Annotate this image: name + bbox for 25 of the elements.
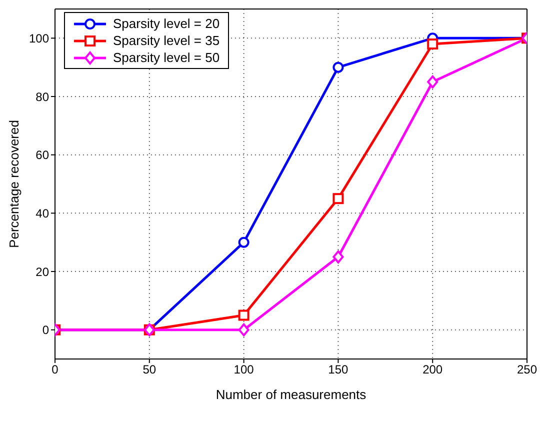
legend-label: Sparsity level = 50 — [113, 50, 220, 65]
x-tick-label: 200 — [422, 362, 443, 377]
point — [238, 236, 250, 248]
y-tick-label: 40 — [36, 206, 50, 220]
x-axis-title: Number of measurements — [216, 387, 367, 402]
x-tick-label: 150 — [328, 362, 349, 377]
point — [427, 38, 438, 50]
point — [427, 75, 438, 88]
point — [332, 62, 344, 73]
point — [238, 310, 250, 321]
legend-label: Sparsity level = 20 — [113, 16, 220, 31]
y-axis-title: Percentage recovered — [6, 120, 22, 248]
x-tick-label: 100 — [234, 362, 254, 377]
y-tick-label: 0 — [42, 323, 50, 338]
x-tick-label: 0 — [52, 362, 59, 377]
y-tick-label: 100 — [28, 31, 50, 46]
y-tick-label: 80 — [36, 90, 50, 104]
point — [332, 193, 344, 204]
point — [332, 250, 344, 264]
x-tick-label: 50 — [142, 362, 156, 377]
legend-label: Sparsity level = 35 — [113, 33, 220, 48]
x-tick-label: 250 — [516, 362, 538, 377]
y-tick-label: 20 — [36, 264, 50, 279]
point — [238, 323, 250, 336]
y-tick-label: 60 — [36, 148, 50, 162]
